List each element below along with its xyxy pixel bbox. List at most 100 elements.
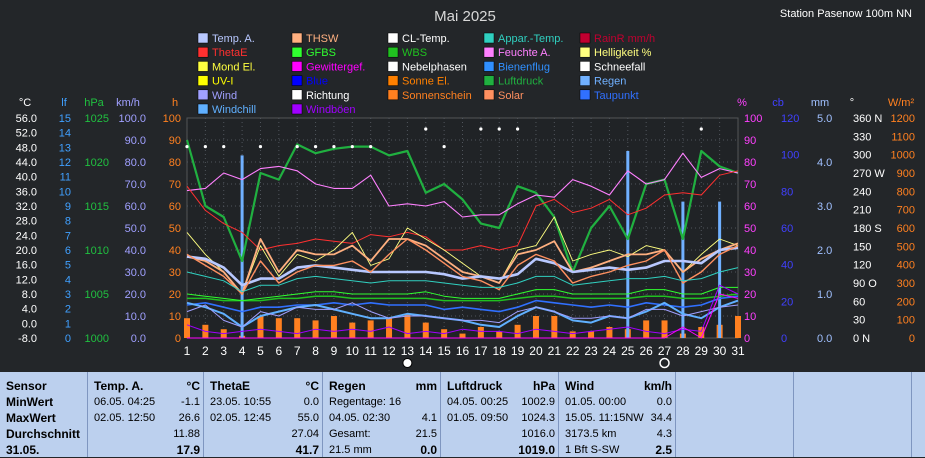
legend-label-uv-i: UV-I [212, 76, 233, 88]
sonnenschein-bar [643, 320, 650, 338]
stats-luft-max: 1024.3 [521, 412, 555, 424]
sonnenschein-bar [532, 316, 539, 338]
stats-wind-min: 0.0 [656, 396, 672, 408]
lf-axis-tick: 0 [65, 333, 71, 345]
series-line-taupunkt [186, 295, 739, 313]
x-tick: 13 [401, 344, 415, 358]
legend-label-cl-temp-: CL-Temp. [402, 33, 450, 45]
nebel-dot [479, 127, 483, 131]
lf-axis-tick: 10 [59, 186, 71, 198]
lf-axis-tick: 8 [65, 216, 71, 228]
x-tick: 11 [364, 344, 377, 358]
legend-swatch-taupunkt [579, 89, 591, 101]
nebel-dot [258, 145, 263, 149]
regen-bar [240, 155, 244, 338]
axis-unit-1: lf [61, 97, 67, 109]
legend-swatch-bienenflug [483, 61, 495, 72]
legend-swatch-wbs [387, 46, 399, 58]
nebel-dot [699, 127, 703, 131]
mm-axis-tick: 1.0 [817, 289, 832, 301]
nebel-dot [313, 145, 318, 149]
legend-swatch-schneefall [579, 61, 591, 72]
legend-label-mond-el-: Mond El. [212, 61, 255, 73]
cb-axis-tick: 0 [781, 333, 787, 345]
lf-axis-tick: 5 [65, 260, 71, 272]
mm-axis-tick: 4.0 [817, 157, 832, 169]
stats-theta-max-date: 02.05. 12:45 [210, 412, 272, 424]
legend-swatch-temp-a- [197, 32, 209, 44]
kmh-axis-tick: 80.0 [125, 157, 146, 169]
legend-swatch-sonne-el- [387, 75, 399, 86]
temp-axis-tick: 52.0 [16, 128, 37, 140]
sonnenschein-bar [496, 331, 503, 338]
stats-wind-max-date: 15.05. 11:15NW [565, 412, 644, 424]
stats-wind-unit: km/h [643, 379, 672, 393]
temp-axis-tick: 44.0 [16, 157, 37, 169]
legend-swatch-richtung [291, 89, 303, 101]
stats-wind-distance: 3173.5 km [565, 428, 617, 440]
stats-wind-current-label: 1 Bft S-SW [565, 444, 620, 456]
h-axis-tick: 20 [169, 289, 181, 301]
lf-axis-tick: 14 [59, 128, 71, 140]
x-tick: 26 [639, 344, 653, 358]
wm2-axis-tick: 200 [897, 296, 915, 308]
kmh-axis-tick: 90.0 [125, 135, 146, 147]
nebel-dot [497, 127, 501, 131]
stats-regen-max: 4.1 [421, 412, 437, 424]
x-tick: 31 [731, 344, 745, 358]
wm2-axis-tick: 700 [897, 205, 915, 217]
legend-label-feuchte-a-: Feuchte A. [498, 47, 551, 59]
pct-axis-tick: 80 [744, 157, 756, 169]
series-line-appar-temp- [186, 267, 739, 293]
h-axis-tick: 80 [169, 157, 181, 169]
legend-label-richtung: Richtung [306, 90, 349, 102]
nebel-dot [350, 145, 354, 149]
cb-axis-tick: 100 [781, 150, 799, 162]
temp-axis-tick: 28.0 [16, 216, 37, 228]
series-line-temp-a- [186, 246, 739, 287]
x-tick: 9 [331, 344, 338, 358]
stats-theta-unit: °C [305, 379, 319, 393]
stats-col-wind: Wind km/h 01.05. 00:00 0.0 15.05. 11:15NW 3… [558, 372, 676, 457]
temp-axis-tick: 4.0 [22, 304, 37, 316]
stats-col-luftdruck: Luftdruck hPa 04.05. 00:25 1002.9 01.05. 0… [440, 372, 559, 457]
nebel-dot [203, 145, 207, 149]
x-tick: 1 [184, 344, 191, 358]
sonnenschein-bar [514, 324, 521, 338]
legend-label-windb-en: Windböen [306, 104, 356, 116]
x-tick: 12 [382, 344, 396, 358]
deg-axis-tick: 0 N [853, 333, 870, 345]
legend-label-helligkeit-: Helligkeit % [594, 47, 652, 59]
legend-label-blue: Blue [306, 76, 328, 88]
series-line-wind [186, 302, 739, 328]
pct-axis-tick: 60 [744, 201, 756, 213]
nebel-dot [295, 145, 299, 149]
stats-temp-min-date: 06.05. 04:25 [94, 396, 156, 408]
legend: Temp. A. THSW CL-Temp. Appar.-Temp. RainR mm… [197, 32, 655, 116]
stats-col-temp: Temp. A. °C 06.05. 04:25 -1.1 02.05. 12:50… [87, 372, 204, 457]
stats-luft-max-date: 01.05. 09:50 [447, 412, 509, 424]
legend-label-solar: Solar [498, 90, 524, 102]
hpa-axis-tick: 1015 [85, 201, 109, 213]
x-tick: 17 [474, 344, 488, 358]
deg-axis-tick: 360 N [853, 113, 882, 125]
sonnenschein-bar [275, 318, 282, 338]
legend-swatch-sonnenschein [387, 89, 399, 101]
sonnenschein-bar [551, 316, 558, 338]
wm2-axis-tick: 300 [897, 278, 915, 290]
legend-swatch-rainr-mm-h [579, 32, 591, 44]
deg-axis-tick: 150 [853, 241, 871, 253]
x-tick: 6 [275, 344, 282, 358]
kmh-axis-tick: 100.0 [118, 113, 146, 125]
pct-axis-tick: 0 [744, 333, 750, 345]
legend-swatch-mond-el- [197, 61, 209, 72]
legend-swatch-appar-temp- [483, 32, 495, 44]
deg-axis-tick: 90 O [853, 278, 877, 290]
legend-swatch-thsw [291, 32, 303, 44]
legend-label-thetae: ThetaE [212, 47, 247, 59]
x-tick: 20 [529, 344, 543, 358]
legend-label-rainr-mm-h: RainR mm/h [594, 33, 655, 45]
h-axis-tick: 100 [163, 113, 181, 125]
legend-swatch-windchill [197, 103, 209, 115]
deg-axis-tick: 30 [853, 315, 865, 327]
